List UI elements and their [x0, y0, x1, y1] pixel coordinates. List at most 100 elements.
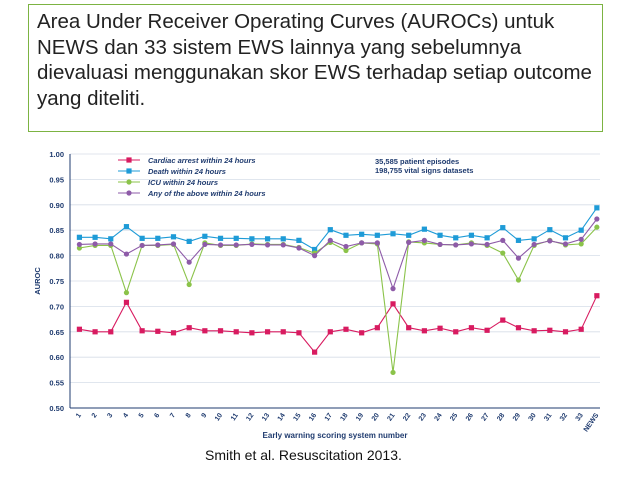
x-tick-label: 13: [261, 412, 271, 422]
data-point: [578, 236, 584, 242]
x-tick-label: 7: [169, 412, 177, 419]
data-point: [594, 293, 600, 299]
x-tick-label: 29: [512, 412, 522, 422]
x-tick-label: 25: [449, 412, 459, 422]
series-line: [79, 226, 598, 373]
x-tick-label: 22: [402, 412, 412, 422]
data-point: [343, 232, 349, 238]
y-tick-label: 0.70: [49, 302, 64, 311]
x-tick-label: 12: [245, 412, 255, 422]
data-point: [437, 241, 443, 248]
x-axis-label: Early warning scoring system number: [263, 431, 408, 440]
x-tick-label: 8: [185, 412, 193, 419]
data-point: [547, 238, 553, 244]
data-point: [437, 325, 443, 331]
data-point: [484, 241, 490, 248]
y-tick-label: 0.55: [49, 379, 64, 388]
data-point: [390, 231, 396, 237]
x-tick-label: 16: [308, 412, 318, 422]
data-point: [155, 235, 161, 241]
data-point: [468, 325, 475, 331]
data-point: [562, 329, 569, 335]
data-point: [92, 329, 98, 335]
data-point: [170, 234, 177, 240]
data-point: [468, 232, 475, 238]
data-point: [500, 225, 506, 231]
x-tick-label: 23: [418, 412, 428, 422]
x-tick-label: 21: [386, 412, 396, 422]
data-point: [139, 235, 145, 241]
data-point: [531, 328, 537, 334]
data-point: [390, 286, 396, 292]
data-point: [186, 281, 192, 288]
legend-marker: [126, 168, 132, 174]
data-point: [531, 241, 537, 248]
data-point: [421, 237, 427, 243]
data-point: [515, 277, 522, 283]
data-point: [139, 242, 145, 249]
x-tick-label: 11: [230, 412, 240, 422]
legend-label: Cardiac arrest within 24 hours: [148, 156, 256, 165]
x-tick-label: 10: [214, 412, 224, 422]
data-point: [312, 246, 318, 253]
data-point: [233, 242, 239, 248]
data-point: [233, 329, 239, 335]
data-point: [217, 242, 224, 248]
data-point: [296, 330, 302, 336]
x-tick-label: 2: [91, 412, 99, 419]
data-point: [515, 237, 522, 243]
data-point: [343, 326, 349, 332]
data-point: [123, 299, 130, 305]
chart-annotation: 198,755 vital signs datasets: [375, 166, 473, 175]
x-tick-label: 31: [543, 412, 553, 422]
data-point: [296, 245, 302, 251]
data-point: [406, 239, 412, 245]
x-tick-label: 30: [528, 412, 538, 422]
data-point: [76, 326, 83, 332]
data-point: [515, 255, 522, 261]
source-citation: Smith et al. Resuscitation 2013.: [205, 447, 402, 463]
data-point: [296, 237, 302, 243]
y-tick-label: 0.75: [49, 277, 64, 286]
data-point: [343, 243, 349, 250]
x-tick-label: 9: [201, 412, 209, 419]
data-point: [406, 232, 412, 238]
data-point: [170, 330, 177, 336]
x-tick-label: 3: [106, 412, 114, 419]
data-point: [217, 235, 224, 241]
data-point: [139, 328, 145, 334]
legend-marker: [126, 157, 132, 163]
data-point: [594, 224, 600, 230]
data-point: [594, 205, 600, 211]
y-tick-label: 0.50: [49, 404, 64, 413]
data-point: [500, 317, 506, 323]
data-point: [155, 328, 161, 334]
legend-marker: [126, 190, 132, 196]
data-point: [123, 224, 130, 230]
legend-label: Death within 24 hours: [148, 167, 226, 176]
y-tick-label: 0.95: [49, 175, 64, 184]
x-tick-label: 15: [292, 412, 302, 422]
x-tick-label: 19: [355, 412, 365, 422]
data-point: [327, 237, 333, 243]
data-point: [390, 369, 396, 376]
data-point: [76, 234, 83, 240]
data-point: [170, 241, 177, 247]
data-point: [155, 242, 161, 248]
data-point: [108, 241, 114, 247]
data-point: [327, 329, 333, 335]
data-point: [186, 238, 192, 244]
x-tick-label: 14: [277, 412, 287, 422]
data-point: [249, 236, 255, 242]
x-tick-label: 32: [559, 412, 569, 422]
y-axis-label: AUROC: [33, 267, 42, 295]
legend-label: ICU within 24 hours: [148, 178, 218, 187]
x-tick-label: NEWS: [583, 412, 601, 433]
data-point: [280, 329, 286, 335]
data-point: [562, 235, 569, 241]
data-point: [484, 235, 490, 241]
data-point: [453, 242, 459, 248]
data-point: [406, 325, 412, 331]
data-point: [374, 232, 380, 238]
data-point: [217, 328, 224, 334]
